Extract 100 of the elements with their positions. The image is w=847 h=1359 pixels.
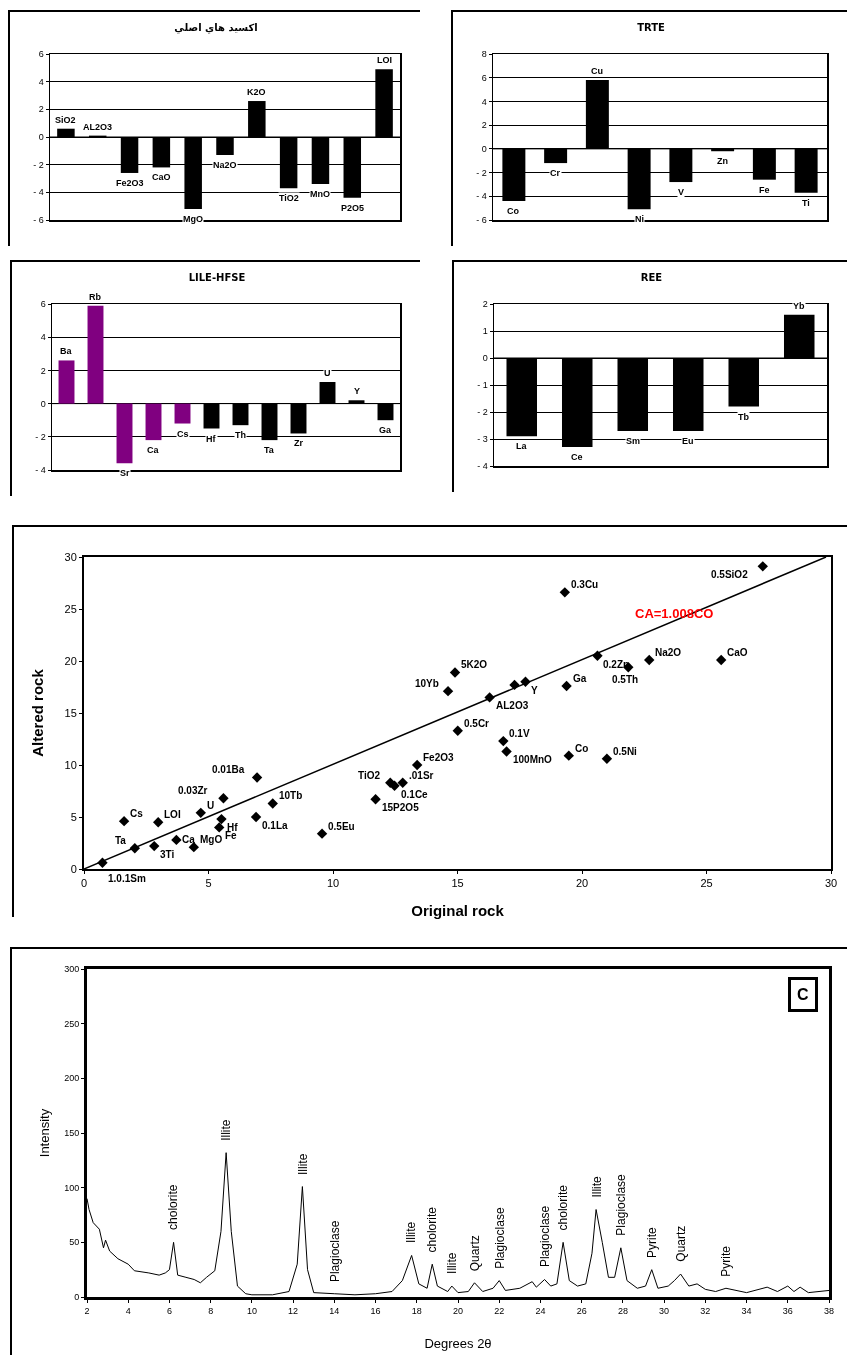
annotation: Plagioclase [492, 1207, 507, 1269]
annotation: Plagioclase [327, 1220, 342, 1283]
annotation: 0.1Ce [401, 789, 429, 800]
annotation: Y [531, 685, 538, 696]
annotation: 0.3Cu [571, 579, 599, 590]
point [171, 834, 182, 846]
annotation: 5K2O [461, 659, 488, 670]
y-tick-label: - 4 [35, 465, 46, 476]
y-tick-label: - 3 [477, 434, 488, 445]
annotation: 10Yb [415, 678, 439, 689]
y-tick-label: 6 [38, 49, 44, 60]
x-tick-label: 5 [205, 877, 212, 890]
annotation: Plagioclase [614, 1173, 629, 1236]
annotation: 0.5SiO2 [711, 569, 749, 580]
annotation: 0.01Ba [212, 764, 245, 775]
x-tick-label: Zr [294, 438, 304, 448]
point [563, 750, 574, 761]
annotation: 0.03Zr [178, 785, 208, 796]
point [397, 777, 408, 788]
y-tick-label: 0 [40, 398, 46, 409]
point [411, 759, 423, 771]
annotation: 3Ti [160, 849, 175, 860]
y-tick-label: 1 [482, 326, 488, 337]
bar [145, 403, 162, 441]
x-tick-label: 6 [166, 1305, 172, 1316]
annotation: 100MnO [513, 754, 553, 765]
annotation: Illite [589, 1175, 604, 1198]
point [442, 685, 454, 697]
annotation: LOI [164, 809, 181, 820]
annotation: 0.5Ni [613, 746, 638, 757]
point [216, 813, 227, 825]
point [757, 561, 768, 572]
x-tick-label: 4 [125, 1305, 131, 1316]
chart-title: اكسيد هاي اصلي [174, 21, 258, 34]
x-tick-label: La [516, 441, 528, 451]
annotation: Hf [227, 822, 239, 833]
y-axis-title: Intensity [37, 1108, 52, 1158]
x-tick-label: 18 [411, 1305, 422, 1316]
x-tick-label: 0 [80, 877, 88, 890]
point [218, 793, 229, 804]
x-tick-label: 38 [823, 1305, 835, 1316]
x-tick-label: 10 [246, 1305, 257, 1316]
annotation: CaO [727, 647, 748, 658]
point [129, 843, 140, 854]
x-tick-label: Ni [635, 214, 644, 224]
x-tick-label: Yb [793, 301, 805, 311]
point [520, 676, 531, 687]
x-tick-label: Sr [120, 468, 130, 478]
annotation: 0.5Th [612, 674, 639, 685]
x-tick-label: 36 [782, 1305, 793, 1316]
y-tick-label: 150 [64, 1128, 80, 1139]
annotation: Illite [404, 1221, 419, 1244]
x-tick-label: 15 [451, 877, 464, 890]
annotation: Plagioclase [538, 1205, 553, 1268]
x-tick-label: 12 [288, 1305, 299, 1316]
annotation: Pyrite [719, 1245, 734, 1277]
y-tick-label: - 4 [33, 187, 44, 198]
annotation: Quartz [673, 1225, 688, 1262]
annotation: 1.0.1Sm [108, 873, 146, 884]
x-tick-label: Cr [550, 168, 561, 178]
point [501, 746, 512, 757]
annotation: 10Tb [279, 790, 303, 801]
y-tick-label: - 1 [477, 380, 488, 391]
y-tick-label: - 2 [477, 407, 488, 418]
y-tick-label: 0 [482, 353, 488, 364]
annotation: 0.5Eu [328, 821, 355, 832]
x-tick-label: Hf [206, 434, 217, 444]
y-tick-label: 4 [481, 96, 487, 107]
x-tick-label: 25 [700, 877, 713, 890]
x-tick-label: 10 [326, 877, 340, 890]
annotation: Quartz [467, 1235, 482, 1272]
x-tick-label: Cs [177, 429, 189, 439]
x-tick-label: Rb [89, 292, 102, 302]
point [484, 692, 495, 703]
y-tick-label: 20 [64, 654, 77, 667]
x-tick-label: TiO2 [279, 193, 299, 203]
point [250, 811, 262, 823]
y-tick-label: 0 [74, 1292, 80, 1303]
x-tick-label: 2 [84, 1305, 90, 1316]
annotation: 0.5Cr [464, 718, 490, 729]
bar [174, 403, 191, 424]
x-tick-label: Ca [147, 445, 160, 455]
bar [58, 360, 75, 404]
x-tick-label: 8 [208, 1305, 214, 1316]
y-tick-label: 2 [482, 299, 488, 310]
y-tick-label: 25 [64, 602, 77, 615]
y-tick-label: - 6 [33, 215, 44, 226]
point [195, 807, 206, 819]
annotation: cholorite [166, 1184, 181, 1230]
point [601, 753, 613, 764]
x-tick-label: K2O [247, 87, 266, 97]
x-tick-label: Ga [379, 425, 392, 435]
x-tick-label: 22 [494, 1305, 505, 1316]
annotation: Ca [182, 834, 196, 845]
annotation: .01Sr [409, 770, 434, 781]
x-tick-label: 16 [370, 1305, 381, 1316]
y-tick-label: 15 [64, 706, 77, 719]
y-tick-label: 6 [481, 72, 487, 83]
x-axis-title: Original rock [411, 902, 505, 919]
x-tick-label: Cu [591, 66, 603, 76]
